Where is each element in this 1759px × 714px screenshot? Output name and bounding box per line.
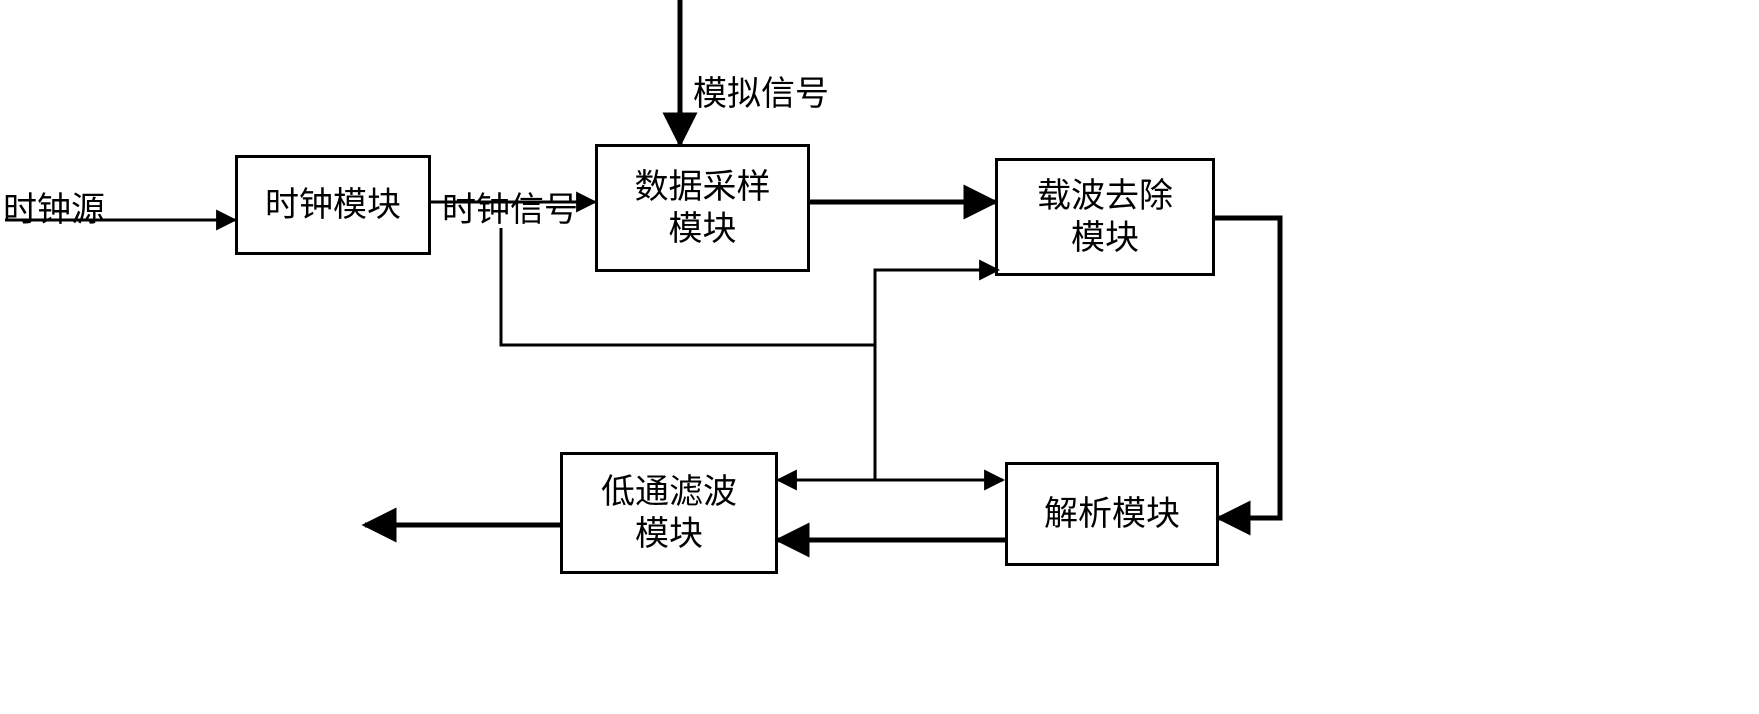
analog-signal-label: 模拟信号: [693, 66, 829, 115]
diagram-canvas: 时钟模块 数据采样 模块 载波去除 模块 低通滤波 模块 解析模块 时钟源 时钟…: [0, 0, 1759, 714]
carrier-remove-label-2: 模块: [1071, 217, 1139, 260]
edge-e_clk_to_carr_in: [875, 270, 998, 345]
sampling-module-label-2: 模块: [669, 208, 737, 251]
carrier-remove-label-1: 载波去除: [1037, 175, 1173, 218]
clock-source-label: 时钟源: [3, 182, 105, 231]
edge-e_carr_to_parse: [1215, 218, 1280, 518]
sampling-module-box: 数据采样 模块: [595, 144, 810, 272]
lowpass-module-box: 低通滤波 模块: [560, 452, 778, 574]
sampling-module-label-1: 数据采样: [635, 166, 771, 209]
parse-module-label: 解析模块: [1044, 493, 1180, 536]
lowpass-label-1: 低通滤波: [601, 471, 737, 514]
edge-e_clk_to_parse: [875, 345, 1003, 480]
edge-e_clk_to_lpf: [778, 345, 875, 480]
clock-signal-label: 时钟信号: [442, 182, 578, 231]
parse-module-box: 解析模块: [1005, 462, 1219, 566]
lowpass-label-2: 模块: [635, 513, 703, 556]
clock-module-label: 时钟模块: [265, 184, 401, 227]
carrier-remove-module-box: 载波去除 模块: [995, 158, 1215, 276]
clock-module-box: 时钟模块: [235, 155, 431, 255]
edges-layer: [0, 0, 1759, 714]
